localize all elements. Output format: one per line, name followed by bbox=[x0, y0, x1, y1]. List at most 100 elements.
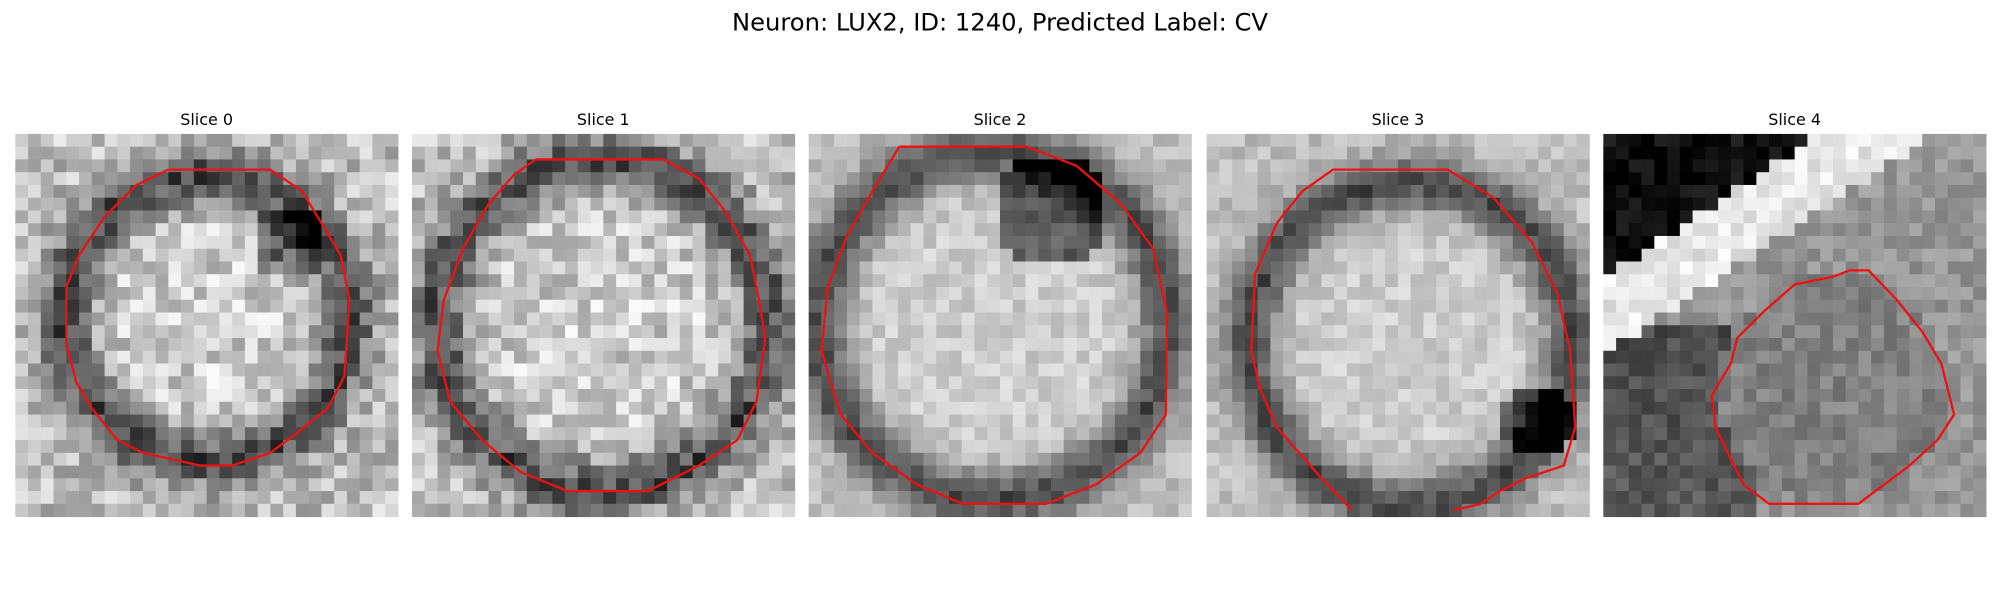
pixel bbox=[1270, 465, 1284, 479]
pixel bbox=[1794, 427, 1808, 441]
pixel bbox=[834, 299, 848, 314]
pixel bbox=[1641, 299, 1655, 314]
pixel bbox=[577, 491, 592, 505]
pixel bbox=[552, 452, 566, 467]
pixel bbox=[1705, 401, 1719, 416]
pixel bbox=[283, 172, 297, 186]
pixel bbox=[334, 325, 348, 339]
pixel bbox=[539, 286, 553, 301]
pixel bbox=[1153, 299, 1167, 314]
pixel bbox=[219, 503, 233, 518]
pixel bbox=[1654, 133, 1668, 148]
pixel bbox=[1667, 389, 1681, 403]
pixel bbox=[705, 223, 719, 237]
pixel bbox=[219, 146, 233, 160]
pixel bbox=[1807, 248, 1821, 262]
pixel bbox=[1718, 274, 1732, 288]
pixel bbox=[1000, 210, 1014, 224]
pixel bbox=[1576, 184, 1590, 199]
pixel bbox=[1461, 248, 1475, 262]
pixel bbox=[40, 440, 55, 454]
pixel bbox=[1922, 184, 1936, 199]
pixel bbox=[463, 312, 477, 326]
pixel bbox=[1165, 299, 1180, 314]
pixel bbox=[1102, 376, 1116, 390]
pixel bbox=[1820, 376, 1834, 390]
pixel bbox=[743, 184, 757, 199]
pixel bbox=[1089, 389, 1103, 403]
pixel bbox=[1654, 440, 1668, 454]
pixel bbox=[948, 401, 963, 416]
pixel bbox=[1063, 350, 1078, 365]
pixel bbox=[603, 159, 617, 173]
pixel bbox=[1769, 389, 1783, 403]
pixel bbox=[1718, 248, 1732, 262]
pixel bbox=[539, 414, 553, 428]
pixel bbox=[1038, 235, 1052, 250]
pixel bbox=[1922, 274, 1936, 288]
pixel bbox=[1423, 401, 1437, 416]
pixel bbox=[1308, 210, 1322, 224]
pixel bbox=[1705, 376, 1719, 390]
pixel bbox=[692, 223, 706, 237]
pixel bbox=[526, 389, 541, 403]
pixel bbox=[1909, 223, 1923, 237]
pixel bbox=[1769, 503, 1783, 518]
pixel bbox=[130, 235, 144, 250]
pixel bbox=[885, 223, 899, 237]
pixel bbox=[628, 210, 643, 224]
pixel bbox=[961, 503, 976, 518]
pixel bbox=[1038, 478, 1052, 492]
pixel bbox=[1308, 452, 1322, 467]
pixel bbox=[181, 491, 195, 505]
pixel bbox=[1448, 465, 1463, 479]
pixel bbox=[1858, 223, 1872, 237]
pixel bbox=[846, 197, 861, 211]
pixel bbox=[552, 197, 566, 211]
pixel bbox=[206, 350, 220, 365]
pixel bbox=[552, 376, 566, 390]
pixel bbox=[1270, 261, 1284, 275]
pixel bbox=[372, 414, 386, 428]
pixel bbox=[1563, 274, 1578, 288]
pixel bbox=[1794, 184, 1808, 199]
pixel bbox=[1257, 159, 1271, 173]
pixel bbox=[539, 172, 553, 186]
pixel bbox=[1705, 452, 1719, 467]
pixel bbox=[705, 299, 719, 314]
pixel bbox=[1947, 299, 1961, 314]
pixel bbox=[679, 210, 694, 224]
pixel bbox=[539, 350, 553, 365]
pixel bbox=[987, 159, 1001, 173]
pixel bbox=[372, 274, 386, 288]
pixel bbox=[372, 350, 386, 365]
pixel bbox=[769, 184, 783, 199]
pixel bbox=[1525, 210, 1539, 224]
pixel bbox=[130, 376, 144, 390]
pixel bbox=[897, 389, 912, 403]
pixel bbox=[28, 325, 42, 339]
pixel bbox=[232, 465, 246, 479]
pixel bbox=[730, 184, 745, 199]
pixel bbox=[385, 261, 399, 275]
pixel bbox=[1960, 350, 1974, 365]
pixel bbox=[846, 491, 861, 505]
pixel bbox=[948, 376, 963, 390]
pixel bbox=[283, 389, 297, 403]
pixel bbox=[15, 146, 29, 160]
pixel bbox=[730, 210, 745, 224]
pixel bbox=[15, 159, 29, 173]
pixel bbox=[743, 363, 757, 377]
pixel bbox=[295, 159, 310, 173]
pixel bbox=[385, 503, 399, 518]
pixel bbox=[1667, 159, 1681, 173]
pixel bbox=[40, 491, 55, 505]
pixel bbox=[1283, 184, 1297, 199]
pixel bbox=[206, 325, 220, 339]
pixel bbox=[1372, 248, 1386, 262]
pixel bbox=[308, 223, 322, 237]
pixel bbox=[1178, 414, 1192, 428]
pixel bbox=[910, 248, 924, 262]
pixel bbox=[1487, 363, 1501, 377]
pixel bbox=[1140, 465, 1154, 479]
